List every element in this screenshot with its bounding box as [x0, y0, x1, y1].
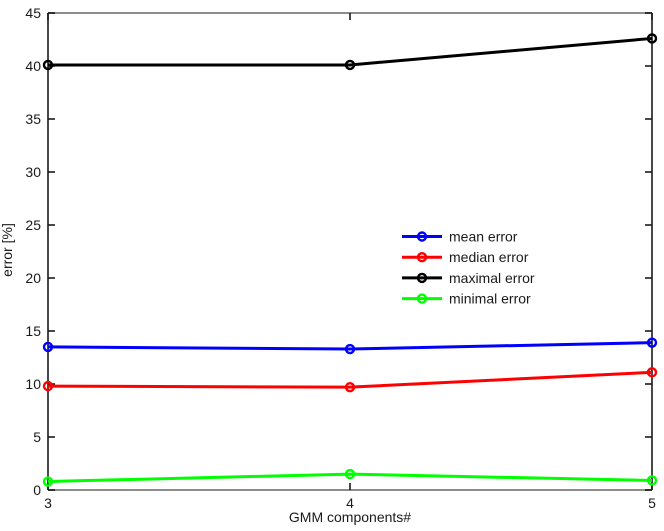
y-tick-label: 40 [25, 58, 41, 74]
y-tick-label: 0 [33, 482, 41, 498]
y-tick-label: 25 [25, 217, 41, 233]
data-point-minimal-error [344, 468, 356, 480]
legend-swatch-marker [416, 252, 428, 263]
legend-label: median error [449, 249, 529, 265]
data-point-mean-error [42, 341, 54, 353]
data-point-mean-error [344, 343, 356, 355]
data-point-mean-error [646, 337, 658, 348]
legend-item-maximal-error: maximal error [402, 270, 535, 286]
y-tick-label: 35 [25, 111, 41, 127]
x-axis-label: GMM components# [289, 509, 411, 525]
legend: mean error median error maximal error minim… [402, 229, 535, 307]
data-point-median-error [646, 367, 658, 378]
data-point-median-error [42, 380, 54, 392]
y-tick-label: 5 [33, 429, 41, 445]
y-tick-label: 30 [25, 164, 41, 180]
legend-label: mean error [449, 229, 518, 245]
data-point-maximal-error [42, 59, 54, 71]
y-tick-label: 20 [25, 270, 41, 286]
series-line-mean-error [47, 341, 653, 351]
data-point-maximal-error [344, 59, 356, 71]
series-line-minimal-error [47, 472, 653, 484]
x-tick-label: 4 [346, 495, 354, 511]
y-axis-label: error [%] [0, 223, 15, 277]
y-tick-label: 10 [25, 376, 41, 392]
y-tick-label: 45 [25, 5, 41, 21]
legend-swatch-marker [416, 293, 428, 304]
legend-label: minimal error [449, 291, 531, 307]
legend-label: maximal error [449, 270, 535, 286]
legend-item-median-error: median error [402, 249, 529, 265]
y-tick-label: 15 [25, 323, 41, 339]
x-tick-label: 5 [648, 495, 656, 511]
data-point-maximal-error [646, 33, 658, 44]
x-tick-label: 3 [44, 495, 52, 511]
data-point-minimal-error [42, 476, 54, 487]
legend-item-minimal-error: minimal error [402, 291, 531, 307]
legend-swatch-marker [416, 272, 428, 284]
series-line-maximal-error [48, 36, 653, 67]
legend-item-mean-error: mean error [402, 229, 518, 245]
data-point-median-error [344, 381, 356, 393]
series-line-median-error [47, 370, 653, 389]
legend-swatch-marker [416, 231, 428, 242]
data-point-minimal-error [646, 475, 658, 486]
